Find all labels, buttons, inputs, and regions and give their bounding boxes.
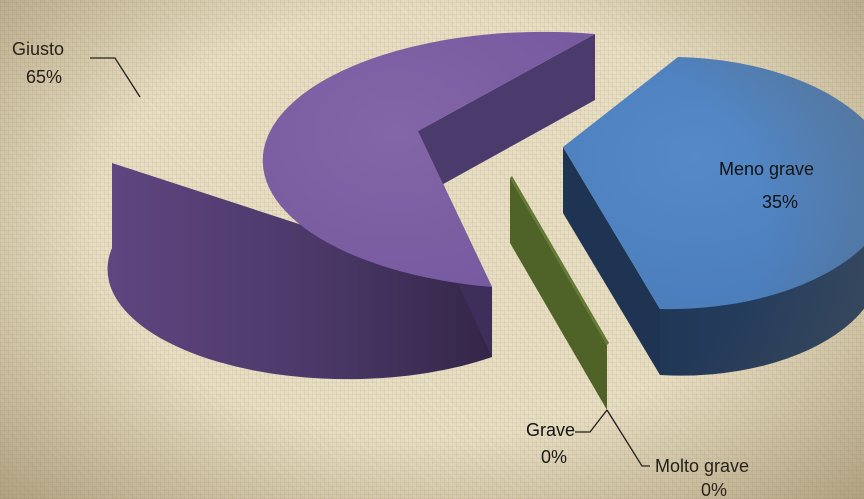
slice-grave[interactable]: [510, 176, 609, 410]
label-grave-name: Grave: [526, 420, 575, 440]
label-meno-grave-name: Meno grave: [719, 159, 814, 179]
slice-meno-grave[interactable]: [563, 57, 864, 376]
leader-line-giusto: [90, 57, 141, 98]
label-giusto-value: 65%: [26, 67, 62, 87]
slice-giusto[interactable]: [107, 31, 595, 380]
label-molto-grave-name: Molto grave: [655, 456, 749, 476]
leader-line-grave: [575, 409, 608, 433]
label-giusto-name: Giusto: [12, 39, 64, 59]
label-molto-grave-value: 0%: [701, 480, 727, 499]
label-grave-value: 0%: [541, 447, 567, 467]
leader-line-molto-grave: [606, 409, 650, 467]
label-meno-grave-value: 35%: [762, 192, 798, 212]
